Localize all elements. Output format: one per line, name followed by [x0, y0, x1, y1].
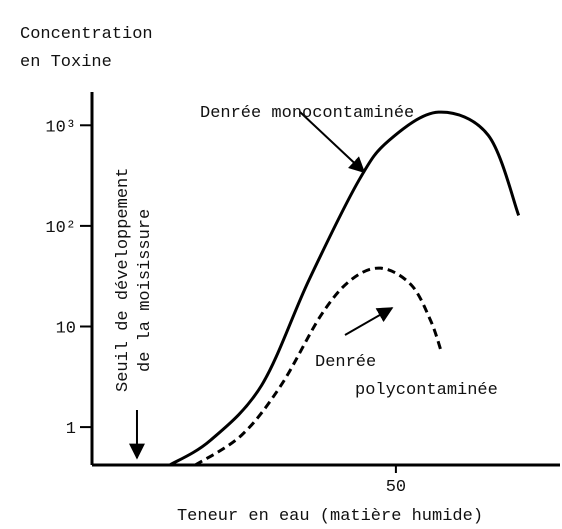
label-arrow: [299, 111, 366, 174]
x-tick-label: 50: [386, 478, 406, 497]
series-label: Denrée polycontaminée: [315, 353, 498, 400]
series-label-line: polycontaminée: [355, 381, 498, 400]
label-arrow: [344, 307, 394, 336]
x-label: Teneur en eau (matière humide): [177, 507, 483, 526]
series-line: [194, 266, 443, 467]
y-tick-label: 10: [56, 319, 76, 338]
threshold-label: Seuil de développement: [114, 168, 133, 392]
y-tick-label: 1: [66, 420, 76, 439]
threshold-label: de la moisissure: [136, 209, 155, 372]
series-line: [169, 110, 521, 467]
y-tick-label: 10³: [45, 118, 76, 137]
y-tick-label: 10²: [45, 219, 76, 238]
series-label: Denrée monocontaminée: [200, 104, 414, 123]
y-label: Concentration: [20, 25, 153, 44]
y-label: en Toxine: [20, 53, 112, 72]
series-label-line: Denrée: [315, 353, 376, 372]
